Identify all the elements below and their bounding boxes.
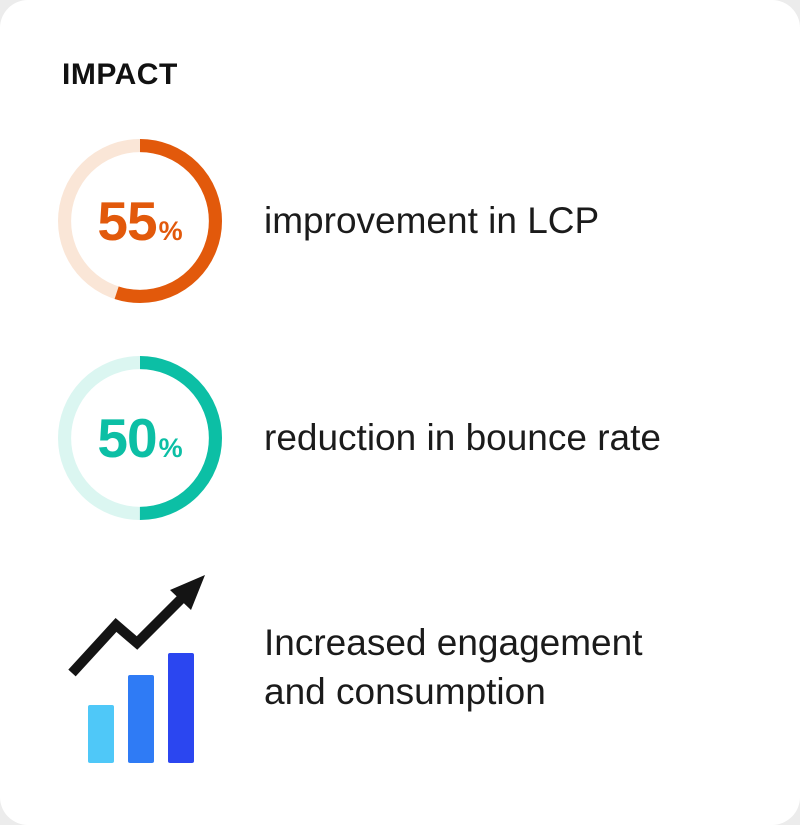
donut-center-value: 50%: [58, 356, 222, 520]
bar-2: [128, 675, 154, 763]
donut-number: 55: [97, 190, 157, 252]
donut-value-arc: [58, 139, 222, 303]
card-title: IMPACT: [62, 58, 178, 91]
stat-label-engagement: Increased engagement and consumption: [264, 622, 643, 712]
stat-label-lcp: improvement in LCP: [264, 199, 600, 241]
stat-row-lcp: 55% improvement in LCP: [58, 139, 770, 303]
stat-figure: [58, 573, 222, 763]
donut-center-value: 55%: [58, 139, 222, 303]
trend-arrow-head: [170, 575, 205, 610]
growth-bar-chart-icon: [68, 575, 205, 763]
percent-sign: %: [158, 216, 183, 246]
stat-figure: 55%: [58, 139, 222, 303]
donut-number: 50: [97, 407, 157, 469]
donut-chart-lcp-icon: 55%: [58, 139, 222, 303]
donut-value-arc: [58, 356, 222, 520]
bar-1: [88, 705, 114, 763]
percent-sign: %: [158, 433, 183, 463]
trend-arrow-line: [68, 592, 188, 677]
donut-svg: [58, 356, 222, 520]
stat-label-bounce-rate: reduction in bounce rate: [264, 416, 661, 458]
stat-figure: 50%: [58, 356, 222, 520]
donut-value-text: 50%: [97, 406, 182, 470]
stat-row-bounce-rate: 50% reduction in bounce rate: [58, 356, 770, 520]
bar-3: [168, 653, 194, 763]
donut-svg: [58, 139, 222, 303]
donut-value-text: 55%: [97, 189, 182, 253]
donut-chart-bounce-icon: 50%: [58, 356, 222, 520]
stat-row-engagement: Increased engagement and consumption: [58, 573, 770, 763]
